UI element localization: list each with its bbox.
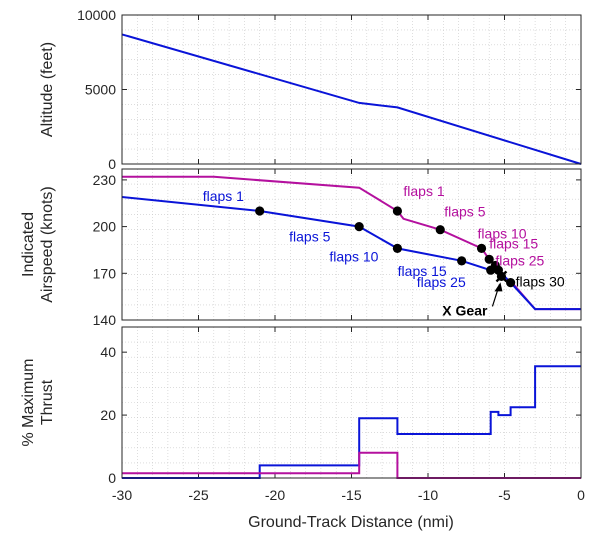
x-tick-label: -5	[498, 487, 511, 503]
flap-marker	[476, 243, 487, 253]
flap-marker	[486, 265, 496, 275]
flap-marker	[435, 225, 445, 235]
flap-marker	[392, 206, 402, 216]
x-tick-label: 0	[577, 487, 585, 503]
flaps-annotation-magenta: flaps 5	[444, 204, 485, 220]
x-tick-label: -10	[418, 487, 438, 503]
y-tick-label: 230	[93, 172, 117, 188]
airspeed-panel: 140 170 200 230 Indicated Airspeed (knots)	[20, 168, 582, 328]
flap-marker	[457, 256, 467, 266]
flaps-annotation-blue: flaps 5	[289, 229, 330, 245]
gear-x-marker	[495, 270, 508, 283]
flap-marker	[392, 243, 402, 253]
y-tick-label: 40	[100, 344, 116, 360]
x-axis-label: Ground-Track Distance (nmi)	[248, 514, 454, 531]
flaps-annotation-blue: flaps 10	[329, 248, 378, 264]
flaps-annotation-blue: flaps 25	[417, 274, 466, 290]
flaps-annotation-black: flaps 30	[516, 274, 565, 290]
y-axis-label: Indicated	[20, 212, 37, 277]
series-line	[121, 33, 582, 165]
y-tick-label: 200	[93, 219, 117, 235]
y-axis-label: Altitude (feet)	[39, 42, 56, 137]
axes-frame	[121, 14, 582, 165]
thrust-panel: 0 20 40 -30 -25 -20 -15 -10 -5 0 % Maximum Thrust	[20, 326, 585, 503]
y-tick-label: 0	[108, 470, 116, 486]
y-tick-label: 5000	[85, 82, 116, 98]
x-tick-label: -30	[112, 487, 132, 503]
flaps-annotation-magenta: flaps 10	[478, 225, 527, 241]
series-line	[121, 196, 581, 311]
series-line	[122, 365, 581, 479]
x-tick-label: -15	[341, 487, 361, 503]
y-axis-label: Thrust	[39, 379, 56, 425]
y-axis-label: % Maximum	[20, 358, 37, 446]
y-tick-label: 140	[93, 312, 117, 328]
y-tick-label: 0	[108, 156, 116, 172]
flap-marker	[255, 206, 265, 216]
flaps-annotation-blue: flaps 15	[398, 263, 447, 279]
flap-marker	[506, 278, 516, 288]
y-tick-label: 20	[100, 407, 116, 423]
flap-marker	[354, 221, 364, 232]
altitude-panel: 0 5000 10000 Altitude (feet)	[39, 7, 582, 172]
axes-frame	[121, 168, 582, 321]
y-tick-label: 170	[93, 265, 117, 281]
flaps-annotation-magenta: flaps 1	[403, 183, 444, 199]
axes-frame	[121, 326, 582, 479]
flaps-annotation-magenta: flaps 15	[489, 235, 538, 251]
x-tick-label: -25	[188, 487, 208, 503]
y-axis-label: Airspeed (knots)	[39, 186, 56, 303]
y-tick-label: 10000	[77, 7, 116, 23]
flap-marker	[484, 254, 494, 264]
flaps-annotation-magenta: flaps 25	[495, 253, 544, 269]
flaps-annotation-blue: flaps 1	[203, 188, 244, 204]
gear-arrow-head	[494, 282, 503, 292]
x-tick-label: -20	[265, 487, 285, 503]
gear-label: X Gear	[442, 302, 488, 318]
